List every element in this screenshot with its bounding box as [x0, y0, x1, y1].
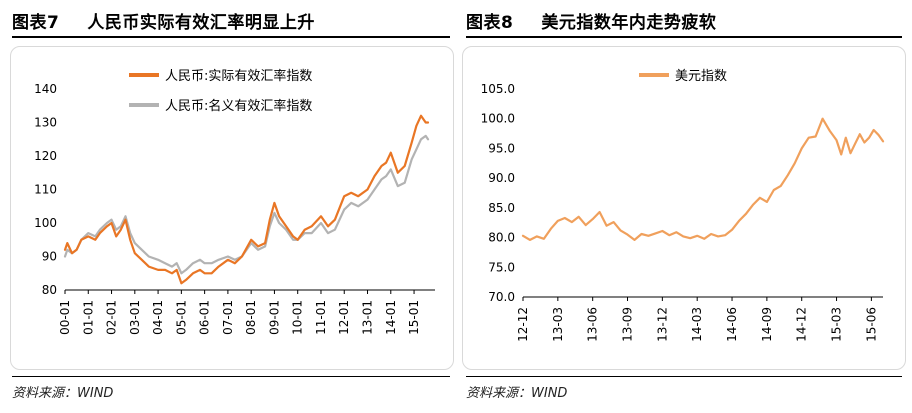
x-tick-label: 14-12 [795, 307, 809, 342]
left-source-note: 资料来源：WIND [12, 386, 114, 401]
left-title-rule [12, 36, 450, 38]
x-tick-label: 14-01 [384, 300, 398, 335]
x-tick-label: 13-12 [655, 307, 669, 342]
x-tick-label: 15-06 [864, 307, 878, 342]
x-tick-label: 05-01 [174, 300, 188, 335]
left-chart-panel: 80 90 100 110 120 130 140 00-01 01-01 02-01 03-01 0… [10, 46, 454, 370]
left-chart: 80 90 100 110 120 130 140 00-01 01-01 02-01 03-01 0… [34, 68, 435, 335]
x-tick-label: 14-09 [760, 307, 774, 342]
legend-label-nominal: 人民币:名义有效汇率指数 [165, 98, 312, 114]
x-tick-label: 04-01 [151, 300, 165, 335]
x-tick-label: 08-01 [244, 300, 258, 335]
x-tick-label: 07-01 [221, 300, 235, 335]
y-tick-label: 70.0 [488, 290, 515, 304]
x-tick-label: 06-01 [198, 300, 212, 335]
y-tick-label: 130 [34, 116, 57, 130]
legend-label-usd: 美元指数 [675, 69, 727, 84]
y-tick-label: 95.0 [488, 141, 515, 155]
x-tick-label: 01-01 [81, 300, 95, 335]
y-tick-label: 105.0 [481, 82, 515, 96]
series-line-real [63, 114, 430, 285]
y-tick-label: 100 [34, 216, 57, 230]
right-figure-label: 图表8 [466, 13, 514, 33]
x-tick-label: 13-09 [621, 307, 635, 342]
x-tick-label: 10-01 [291, 300, 305, 335]
x-tick-label: 14-06 [725, 307, 739, 342]
y-tick-label: 90.0 [488, 171, 515, 185]
right-figure-heading: 美元指数年内走势疲软 [541, 13, 717, 33]
y-tick-label: 120 [34, 149, 57, 163]
x-tick-label: 09-01 [267, 300, 281, 335]
right-chart: 70.0 75.0 80.0 85.0 90.0 95.0 100.0 105.0 12-12 1… [481, 69, 885, 342]
x-tick-label: 13-01 [361, 300, 375, 335]
series-line-usd [521, 117, 885, 241]
x-tick-label: 15-01 [407, 300, 421, 335]
right-source-note: 资料来源：WIND [466, 386, 568, 401]
x-tick-label: 13-03 [551, 307, 565, 342]
legend-label-real: 人民币:实际有效汇率指数 [165, 68, 312, 84]
left-figure-title: 图表7 人民币实际有效汇率明显上升 [12, 8, 315, 33]
x-tick-label: 12-12 [516, 307, 530, 342]
y-tick-label: 140 [34, 82, 57, 96]
x-tick-label: 00-01 [58, 300, 72, 335]
left-figure-label: 图表7 [12, 13, 60, 33]
y-tick-label: 110 [34, 183, 57, 197]
y-tick-label: 80 [42, 283, 57, 297]
y-tick-label: 75.0 [488, 260, 515, 274]
right-title-rule [466, 36, 902, 38]
right-figure-title: 图表8 美元指数年内走势疲软 [466, 8, 716, 33]
y-tick-label: 85.0 [488, 201, 515, 215]
x-tick-label: 14-03 [690, 307, 704, 342]
x-tick-label: 13-06 [586, 307, 600, 342]
left-figure-heading: 人民币实际有效汇率明显上升 [87, 13, 315, 33]
x-tick-label: 15-03 [830, 307, 844, 342]
x-tick-label: 12-01 [337, 300, 351, 335]
series-line-nominal [63, 134, 430, 275]
y-tick-label: 90 [42, 250, 57, 264]
y-tick-label: 100.0 [481, 112, 515, 126]
y-tick-label: 80.0 [488, 231, 515, 245]
x-tick-label: 11-01 [314, 300, 328, 335]
x-tick-label: 03-01 [128, 300, 142, 335]
left-source-rule [12, 376, 450, 377]
right-source-rule [466, 376, 902, 377]
x-tick-label: 02-01 [105, 300, 119, 335]
right-chart-panel: 70.0 75.0 80.0 85.0 90.0 95.0 100.0 105.0 12-12 1… [462, 46, 906, 370]
